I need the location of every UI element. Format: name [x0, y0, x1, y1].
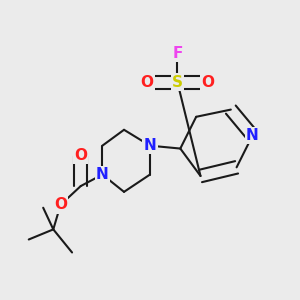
- Text: N: N: [96, 167, 109, 182]
- Text: F: F: [172, 46, 183, 61]
- Text: O: O: [201, 75, 214, 90]
- Text: O: O: [74, 148, 87, 163]
- Text: O: O: [141, 75, 154, 90]
- Text: N: N: [246, 128, 259, 143]
- Text: O: O: [54, 197, 67, 212]
- Text: N: N: [144, 138, 156, 153]
- Text: S: S: [172, 75, 183, 90]
